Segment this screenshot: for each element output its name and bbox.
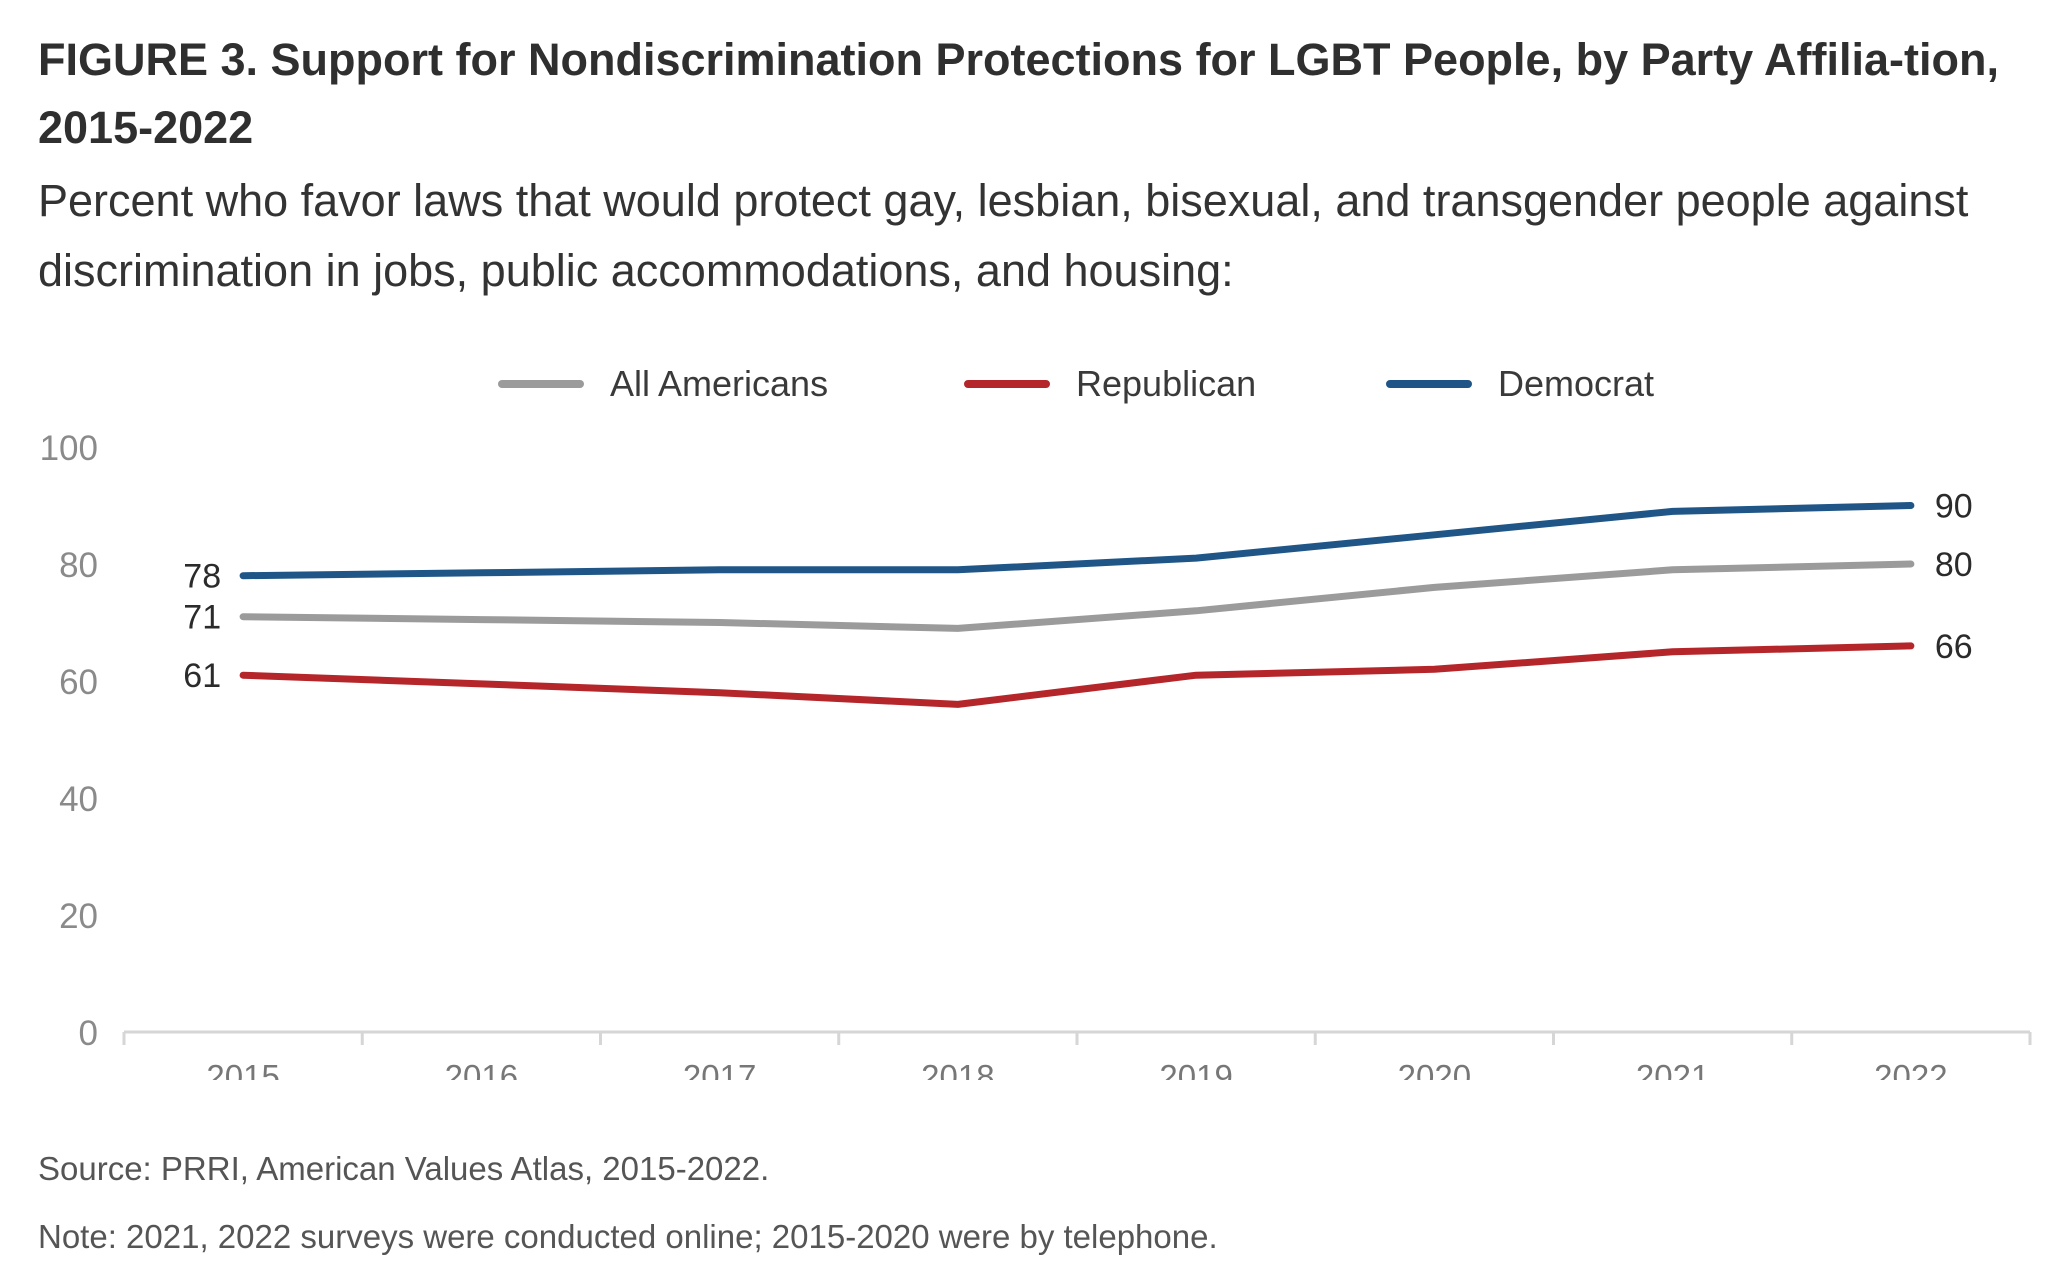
series-line-all-americans: [239, 560, 1915, 632]
chart-subtitle: Percent who favor laws that would protec…: [38, 175, 1969, 296]
line-chart: 0 20 40 60 80 100 2015 2016 2017 2018 2019 2020 2021…: [40, 429, 2032, 1080]
legend-label-all-americans: All Americans: [610, 363, 829, 404]
legend-item-all-americans: All Americans: [498, 360, 828, 408]
legend-label-democrat: Democrat: [1498, 363, 1655, 404]
series-line-democrat: [239, 502, 1915, 580]
chart-legend: All Americans Republican Democrat: [0, 360, 2064, 408]
legend-item-republican: Republican: [964, 360, 1256, 408]
x-tick-label-2019: 2019: [1159, 1058, 1232, 1080]
series-line-republican: [239, 642, 1915, 708]
x-tick-label-2020: 2020: [1398, 1058, 1471, 1080]
x-tick-label-2021: 2021: [1636, 1058, 1709, 1080]
x-tick-label-2016: 2016: [445, 1058, 518, 1080]
legend-swatch-democrat: [1386, 380, 1472, 388]
data-label-end-republican: 66: [1935, 628, 1973, 666]
x-tick-label-2015: 2015: [206, 1058, 279, 1080]
x-tick-label-2017: 2017: [683, 1058, 756, 1080]
y-tick-label-0: 0: [79, 1014, 98, 1053]
legend-swatch-republican: [964, 380, 1050, 388]
data-label-start-republican: 61: [183, 657, 221, 695]
legend-item-democrat: Democrat: [1386, 360, 1654, 408]
data-label-end-all-americans: 80: [1935, 546, 1973, 584]
y-tick-label-20: 20: [59, 897, 98, 936]
data-label-start-democrat: 78: [183, 558, 221, 596]
data-label-start-all-americans: 71: [183, 599, 221, 637]
source-note: Source: PRRI, American Values Atlas, 201…: [38, 1150, 770, 1187]
chart-title: FIGURE 3. Support for Nondiscrimination …: [38, 34, 1999, 153]
survey-note: Note: 2021, 2022 surveys were conducted …: [38, 1218, 1218, 1255]
y-tick-label-100: 100: [40, 429, 98, 468]
legend-label-republican: Republican: [1076, 363, 1257, 404]
x-tick-label-2022: 2022: [1874, 1058, 1947, 1080]
x-tick-label-2018: 2018: [921, 1058, 994, 1080]
y-tick-label-60: 60: [59, 663, 98, 702]
legend-swatch-all-americans: [498, 380, 584, 388]
y-tick-label-40: 40: [59, 780, 98, 819]
y-tick-label-80: 80: [59, 546, 98, 585]
data-label-end-democrat: 90: [1935, 488, 1973, 526]
